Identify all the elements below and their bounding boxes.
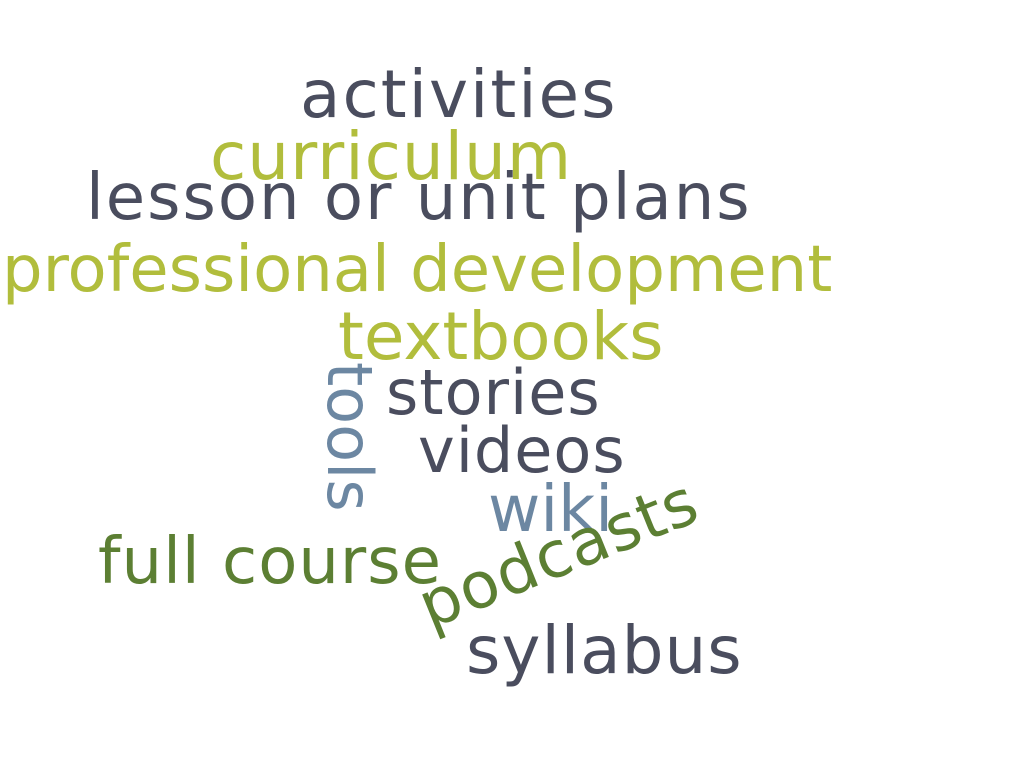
word-activities: activities <box>300 56 618 133</box>
word-wiki: wiki <box>488 473 613 547</box>
word-curriculum: curriculum <box>210 118 573 195</box>
word-textbooks: textbooks <box>338 298 664 375</box>
word-syllabus: syllabus <box>466 612 743 689</box>
word-lesson-or-unit-plans: lesson or unit plans <box>86 161 752 235</box>
word-stories: stories <box>386 356 601 429</box>
word-full-course: full course <box>98 525 442 599</box>
word-videos: videos <box>418 414 626 487</box>
word-professional-development: professional development <box>2 233 833 307</box>
word-tools: tools <box>313 362 386 512</box>
